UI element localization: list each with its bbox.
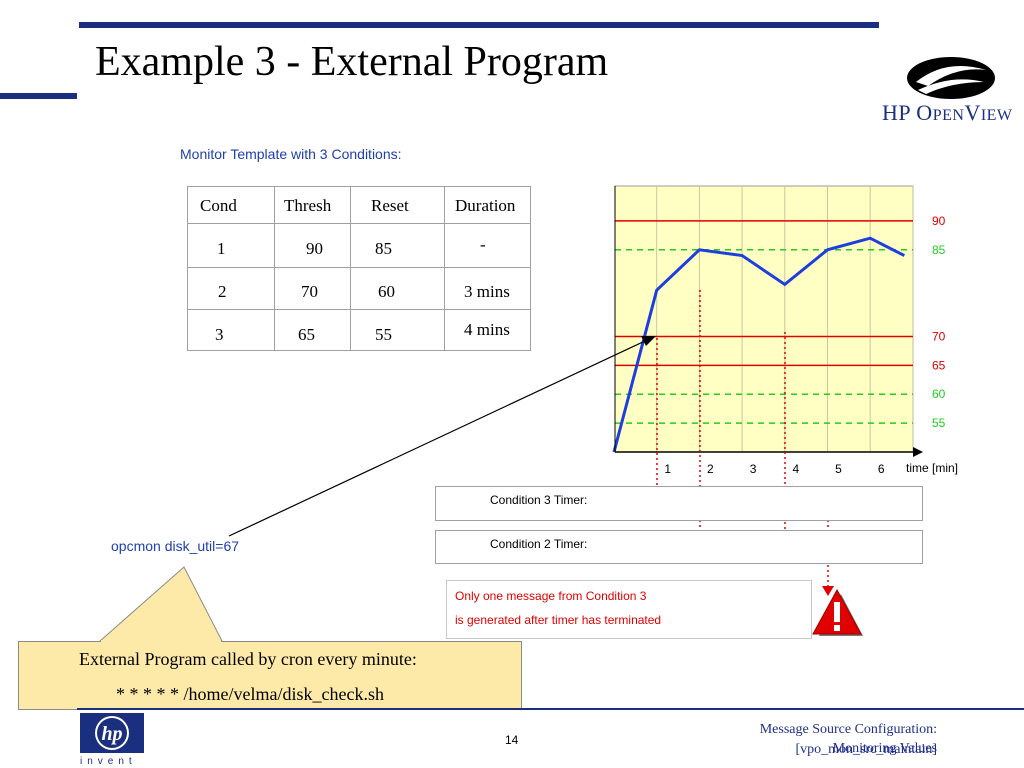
- external-program-callout: External Program called by cron every mi…: [18, 641, 522, 710]
- condition3-timer-label: Condition 3 Timer:: [490, 493, 588, 507]
- opcmon-arrow-head: [641, 336, 656, 346]
- x-tick-label: 5: [835, 462, 842, 476]
- row2-cond: 2: [218, 282, 227, 301]
- callout-line-2: * * * * * /home/velma/disk_check.sh: [116, 684, 384, 704]
- footer-line-1: Message Source Configuration:: [759, 722, 937, 737]
- opcmon-command: opcmon disk_util=67: [111, 538, 240, 554]
- callout-line-1: External Program called by cron every mi…: [79, 649, 417, 669]
- x-tick-label: 3: [750, 462, 757, 476]
- x-axis-label: time [min]: [906, 461, 958, 475]
- condition2-timer-box: Condition 2 Timer:: [435, 530, 923, 564]
- threshold-label: 90: [932, 214, 946, 228]
- row1-cond: 1: [217, 239, 226, 258]
- row2-thresh: 70: [301, 282, 318, 301]
- header-duration: Duration: [455, 196, 516, 215]
- message-line-2: is generated after timer has terminated: [455, 613, 662, 627]
- row1-duration: -: [480, 235, 486, 254]
- reset-label: 55: [932, 416, 946, 430]
- hp-openview-logo-icon: [907, 57, 995, 99]
- callout-join: [101, 640, 221, 643]
- row2-duration: 3 mins: [464, 282, 510, 301]
- top-accent-bar: [77, 22, 879, 28]
- x-tick-label: 4: [792, 462, 799, 476]
- x-tick-label: 2: [707, 462, 714, 476]
- invent-text: invent: [80, 756, 137, 767]
- condition3-timer-box: Condition 3 Timer:: [435, 486, 923, 521]
- hp-openview-wordmark: HP OPENVIEW: [882, 100, 1013, 125]
- footer-rule: [77, 708, 1024, 710]
- row3-thresh: 65: [298, 325, 315, 344]
- row1-thresh: 90: [306, 239, 323, 258]
- slide-title: Example 3 - External Program: [95, 39, 609, 85]
- header-reset: Reset: [371, 196, 409, 215]
- footer-line-3: Monitoring Values: [832, 741, 937, 756]
- hp-badge-icon: hp: [80, 713, 144, 753]
- series-line: [612, 236, 906, 453]
- title-divider: [77, 22, 79, 99]
- drop-arrow-head: [822, 586, 834, 596]
- row1-reset: 85: [375, 239, 392, 258]
- row2-reset: 60: [378, 282, 395, 301]
- conditions-table: Cond Thresh Reset Duration 1 90 85 - 2 7…: [187, 186, 531, 351]
- message-box: Only one message from Condition 3 is gen…: [446, 580, 812, 639]
- left-accent-bar: [0, 93, 77, 99]
- page-number: 14: [505, 733, 519, 747]
- footer-line-2: [vpo_mon_src_maintain]: [795, 742, 937, 757]
- row3-duration: 4 mins: [464, 320, 510, 339]
- x-tick-label: 6: [878, 462, 885, 476]
- reset-label: 85: [932, 243, 946, 257]
- x-tick-label: 1: [664, 462, 671, 476]
- warning-icon: [812, 588, 863, 636]
- condition2-timer-label: Condition 2 Timer:: [490, 537, 588, 551]
- threshold-label: 70: [932, 329, 946, 343]
- reset-label: 60: [932, 387, 946, 401]
- row3-reset: 55: [375, 325, 392, 344]
- header-thresh: Thresh: [284, 196, 332, 215]
- message-line-1: Only one message from Condition 3: [455, 589, 647, 603]
- hp-badge-text: hp: [101, 723, 122, 745]
- opcmon-arrow: [228, 340, 646, 537]
- row3-cond: 3: [215, 325, 224, 344]
- threshold-label: 65: [932, 358, 946, 372]
- header-cond: Cond: [200, 196, 237, 215]
- subtitle: Monitor Template with 3 Conditions:: [180, 146, 402, 162]
- x-axis-arrow: [913, 447, 923, 457]
